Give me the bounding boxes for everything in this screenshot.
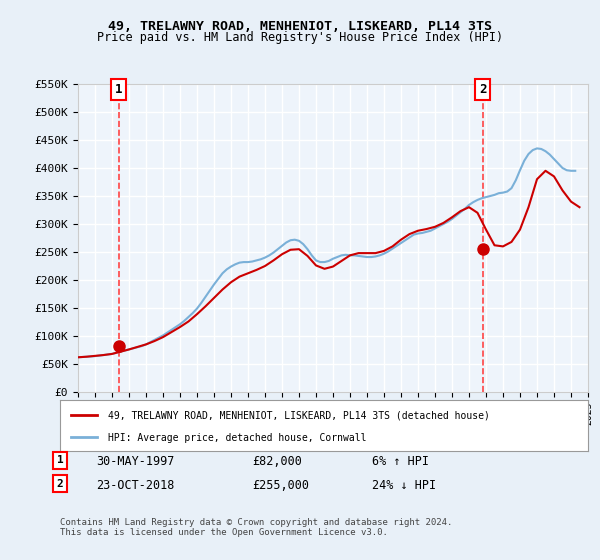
Text: Price paid vs. HM Land Registry's House Price Index (HPI): Price paid vs. HM Land Registry's House … — [97, 31, 503, 44]
Text: £82,000: £82,000 — [252, 455, 302, 468]
Text: 6% ↑ HPI: 6% ↑ HPI — [372, 455, 429, 468]
Text: HPI: Average price, detached house, Cornwall: HPI: Average price, detached house, Corn… — [107, 433, 366, 443]
Text: 49, TRELAWNY ROAD, MENHENIOT, LISKEARD, PL14 3TS (detached house): 49, TRELAWNY ROAD, MENHENIOT, LISKEARD, … — [107, 410, 490, 421]
Text: 2: 2 — [56, 479, 64, 489]
Text: £255,000: £255,000 — [252, 479, 309, 492]
Text: 49, TRELAWNY ROAD, MENHENIOT, LISKEARD, PL14 3TS: 49, TRELAWNY ROAD, MENHENIOT, LISKEARD, … — [108, 20, 492, 32]
Text: Contains HM Land Registry data © Crown copyright and database right 2024.
This d: Contains HM Land Registry data © Crown c… — [60, 518, 452, 538]
Text: 24% ↓ HPI: 24% ↓ HPI — [372, 479, 436, 492]
Text: 1: 1 — [56, 455, 64, 465]
Text: 2: 2 — [479, 83, 487, 96]
Text: 30-MAY-1997: 30-MAY-1997 — [96, 455, 175, 468]
Text: 1: 1 — [115, 83, 122, 96]
Text: 23-OCT-2018: 23-OCT-2018 — [96, 479, 175, 492]
